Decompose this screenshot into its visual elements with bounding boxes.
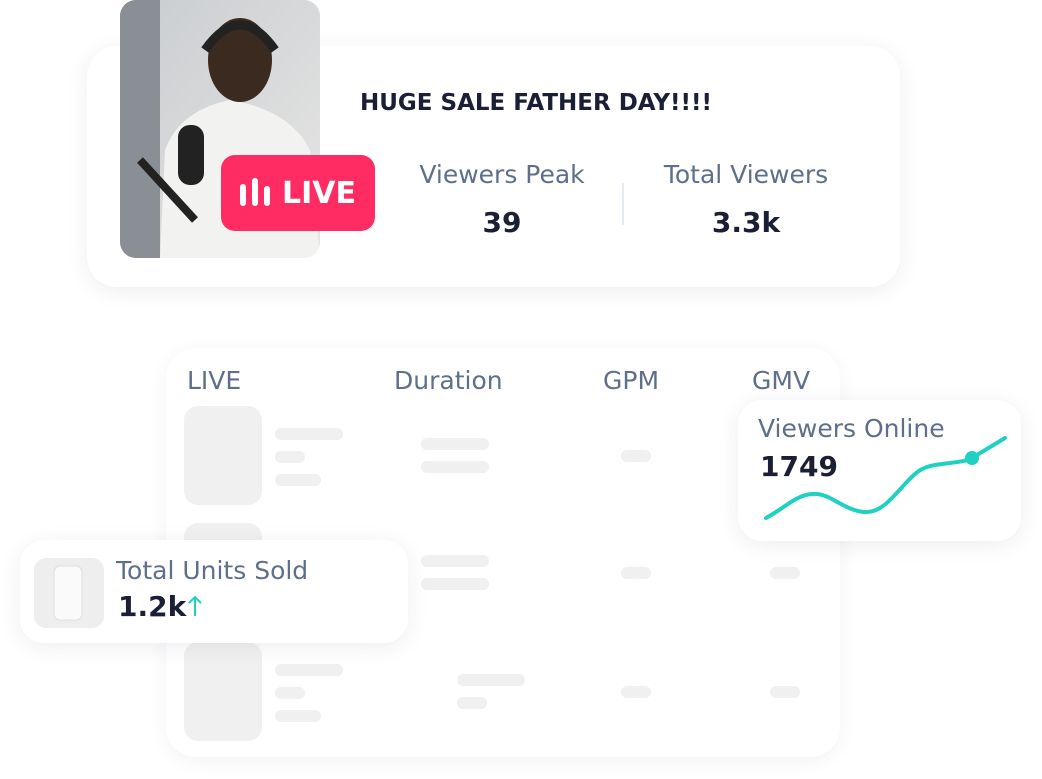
live-icon <box>240 178 270 206</box>
viewers-online-value: 1749 <box>760 450 838 483</box>
placeholder <box>421 555 489 567</box>
placeholder <box>275 451 305 463</box>
stat-value: 3.3k <box>711 206 781 239</box>
live-badge: LIVE <box>221 155 375 231</box>
placeholder <box>621 686 651 698</box>
placeholder <box>275 474 321 486</box>
placeholder <box>421 461 489 473</box>
table-header: Duration <box>394 366 503 395</box>
sparkline <box>764 436 1007 520</box>
stat-value: 39 <box>482 206 522 239</box>
placeholder <box>421 438 489 450</box>
stat-label: Total Viewers <box>663 160 829 189</box>
table-header: GMV <box>752 366 811 395</box>
placeholder <box>275 428 343 440</box>
placeholder <box>770 686 800 698</box>
table-header: LIVE <box>187 366 242 395</box>
up-arrow <box>188 595 202 616</box>
viewers-online-card <box>738 400 1021 541</box>
divider <box>622 183 624 225</box>
placeholder <box>275 710 321 722</box>
placeholder <box>421 578 489 590</box>
units-sold-label: Total Units Sold <box>116 556 309 585</box>
stat-label: Viewers Peak <box>419 160 585 189</box>
placeholder <box>457 697 487 709</box>
placeholder <box>275 687 305 699</box>
placeholder <box>457 674 525 686</box>
placeholder <box>621 450 651 462</box>
badge-text: LIVE <box>282 175 356 211</box>
product-image <box>34 558 104 628</box>
placeholder <box>184 406 262 505</box>
stream-title: HUGE SALE FATHER DAY!!!! <box>360 90 713 116</box>
placeholder <box>184 642 262 741</box>
viewers-online-label: Viewers Online <box>758 414 945 443</box>
units-sold-value: 1.2k <box>118 590 187 623</box>
placeholder <box>770 567 800 579</box>
placeholder <box>275 664 343 676</box>
table-header: GPM <box>603 366 660 395</box>
placeholder <box>621 567 651 579</box>
